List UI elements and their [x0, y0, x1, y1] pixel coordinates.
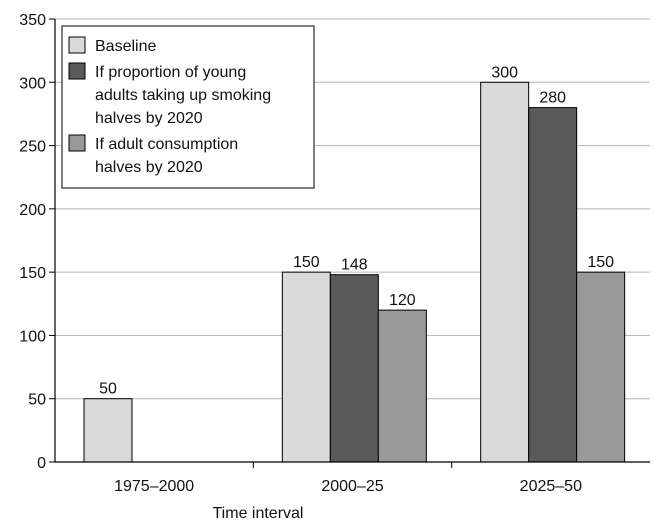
legend-swatch [68, 36, 86, 54]
legend: Baseline If proportion of young adults tak… [61, 25, 315, 189]
legend-label: halves by 2020 [95, 110, 203, 127]
y-tick-label: 200 [19, 202, 46, 219]
data-label: 50 [99, 381, 117, 398]
legend-box [61, 25, 315, 189]
y-tick-label: 0 [37, 455, 46, 472]
y-tick-label: 150 [19, 265, 46, 282]
data-labels: 50 150 148 120 300 280 150 [99, 64, 614, 397]
y-tick-label: 300 [19, 75, 46, 92]
y-tick-label: 250 [19, 139, 46, 156]
x-axis-title: Time interval [213, 505, 304, 522]
bar [281, 271, 331, 463]
bars [83, 81, 626, 463]
legend-swatch [68, 134, 86, 152]
y-tick-label: 100 [19, 328, 46, 345]
bar [83, 398, 133, 463]
data-label: 300 [491, 64, 518, 81]
bar [576, 271, 626, 463]
bar [528, 107, 578, 463]
data-label: 120 [389, 292, 416, 309]
bar [377, 309, 427, 463]
axes: 0 50 100 150 200 250 300 350 1975–2000 2000–25 202… [19, 12, 650, 495]
y-tick-label: 50 [28, 392, 46, 409]
bar [329, 274, 379, 463]
legend-swatch [68, 62, 86, 80]
data-label: 150 [293, 254, 320, 271]
legend-label: halves by 2020 [95, 159, 203, 176]
legend-label: adults taking up smoking [95, 87, 271, 104]
x-tick-label: 1975–2000 [114, 478, 194, 495]
y-tick-label: 350 [19, 12, 46, 29]
legend-label: If proportion of young [95, 64, 246, 81]
data-label: 148 [341, 257, 368, 274]
data-label: 150 [587, 254, 614, 271]
legend-label: If adult consumption [95, 136, 238, 153]
x-tick-label: 2000–25 [321, 478, 383, 495]
bar [480, 81, 530, 463]
legend-label: Baseline [95, 38, 156, 55]
data-label: 280 [539, 90, 566, 107]
x-tick-label: 2025–50 [520, 478, 582, 495]
